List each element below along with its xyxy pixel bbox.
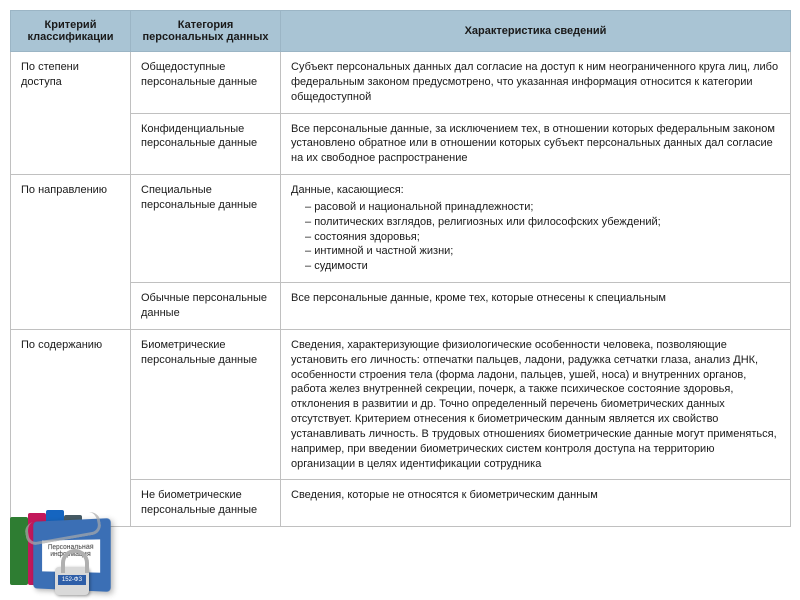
list-item: расовой и национальной принадлежности; xyxy=(305,200,780,215)
desc-cell: Сведения, характеризующие физиологически… xyxy=(281,329,791,480)
desc-cell: Субъект персональных данных дал согласие… xyxy=(281,52,791,114)
lock-text: 152-ФЗ xyxy=(58,575,86,585)
header-category: Категория персональных данных xyxy=(131,11,281,52)
category-cell: Не биометрические персональные данные xyxy=(131,480,281,527)
category-cell: Общедоступные персональные данные xyxy=(131,52,281,114)
list-item: судимости xyxy=(305,259,780,274)
desc-cell: Все персональные данные, кроме тех, кото… xyxy=(281,283,791,330)
category-cell: Биометрические персональные данные xyxy=(131,329,281,480)
desc-cell: Данные, касающиеся: расовой и национальн… xyxy=(281,175,791,283)
category-cell: Конфиденциальные персональные данные xyxy=(131,113,281,175)
list-item: интимной и частной жизни; xyxy=(305,244,780,259)
desc-cell: Сведения, которые не относятся к биометр… xyxy=(281,480,791,527)
list-item: политических взглядов, религиозных или ф… xyxy=(305,215,780,230)
bullet-list: расовой и национальной принадлежности; п… xyxy=(291,200,780,274)
criterion-cell: По направлению xyxy=(11,175,131,330)
header-description: Характеристика сведений xyxy=(281,11,791,52)
list-item: состояния здоровья; xyxy=(305,230,780,245)
category-cell: Специальные персональные данные xyxy=(131,175,281,283)
criterion-cell: По степени доступа xyxy=(11,52,131,175)
header-criterion: Критерий классификации xyxy=(11,11,131,52)
classification-table: Критерий классификации Категория персона… xyxy=(10,10,791,527)
lock-icon: 152-ФЗ xyxy=(55,567,89,595)
table-row: По содержанию Биометрические персональны… xyxy=(11,329,791,480)
header-row: Критерий классификации Категория персона… xyxy=(11,11,791,52)
table-row: По степени доступа Общедоступные персона… xyxy=(11,52,791,114)
category-cell: Обычные персональные данные xyxy=(131,283,281,330)
desc-intro: Данные, касающиеся: xyxy=(291,184,404,196)
table-row: По направлению Специальные персональные … xyxy=(11,175,791,283)
decorative-image: Персональная информация 152-ФЗ xyxy=(0,460,130,590)
desc-cell: Все персональные данные, за исключением … xyxy=(281,113,791,175)
